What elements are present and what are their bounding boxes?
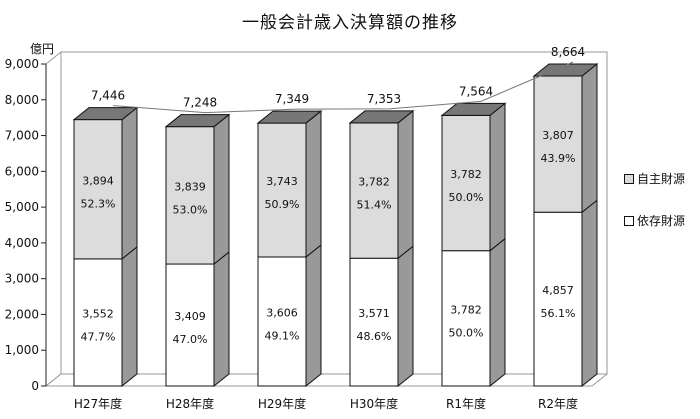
bar-segment bbox=[73, 258, 123, 387]
bar-segment bbox=[349, 122, 399, 259]
y-tick-label: 6,000 bbox=[5, 164, 39, 178]
bar-side bbox=[305, 110, 322, 259]
y-tick-label: 9,000 bbox=[5, 57, 39, 71]
x-tick-label: H28年度 bbox=[166, 396, 214, 411]
bar-side bbox=[213, 250, 230, 388]
bar-percent-label: 47.0% bbox=[173, 333, 208, 346]
bar-percent-label: 52.3% bbox=[81, 197, 116, 210]
bar-segment bbox=[165, 126, 215, 265]
y-tick-label: 0 bbox=[31, 379, 39, 393]
bar-percent-label: 43.9% bbox=[541, 152, 576, 165]
bar-total-label: 7,564 bbox=[459, 84, 493, 98]
bar-side bbox=[213, 113, 230, 266]
bar-total-label: 7,353 bbox=[367, 92, 401, 106]
y-tick-label: 4,000 bbox=[5, 236, 39, 250]
bar-segment bbox=[257, 122, 307, 258]
bar-total-label: 7,446 bbox=[91, 89, 125, 103]
bar-percent-label: 50.9% bbox=[265, 198, 300, 211]
legend-label-own-revenue: 自主財源 bbox=[637, 172, 686, 186]
bar-value-label: 3,743 bbox=[266, 175, 298, 188]
x-tick-label: R1年度 bbox=[446, 396, 486, 411]
bar-total-label: 7,349 bbox=[275, 92, 309, 106]
bar-top bbox=[256, 110, 323, 124]
y-tick-label: 3,000 bbox=[5, 272, 39, 286]
bar-top bbox=[348, 110, 415, 124]
legend-label-dependent-revenue: 依存財源 bbox=[637, 214, 686, 228]
legend-item-dependent-revenue: 依存財源 bbox=[624, 212, 685, 229]
bar-percent-label: 47.7% bbox=[81, 330, 116, 343]
bar-side bbox=[121, 106, 138, 260]
bar-value-label: 3,807 bbox=[542, 129, 574, 142]
bar-percent-label: 50.0% bbox=[449, 191, 484, 204]
y-tick-label: 5,000 bbox=[5, 200, 39, 214]
bar-side bbox=[305, 243, 322, 388]
y-tick-label: 7,000 bbox=[5, 129, 39, 143]
x-tick-label: H27年度 bbox=[74, 396, 122, 411]
bar-value-label: 3,894 bbox=[82, 174, 114, 187]
bar-side bbox=[397, 109, 414, 260]
bar-side bbox=[397, 245, 414, 388]
chart-title: 一般会計歳入決算額の推移 bbox=[242, 13, 458, 33]
bar-top bbox=[164, 114, 231, 128]
bar-value-label: 3,409 bbox=[174, 310, 206, 323]
bar-value-label: 3,782 bbox=[450, 168, 482, 181]
bar-segment bbox=[165, 263, 215, 387]
bar-segment bbox=[441, 114, 491, 252]
total-trend-line bbox=[112, 61, 574, 114]
legend-swatch-own-revenue bbox=[624, 174, 634, 184]
bar-segment bbox=[349, 257, 399, 387]
x-tick-label: H30年度 bbox=[350, 396, 398, 411]
bar-value-label: 3,782 bbox=[358, 176, 390, 189]
bar-side bbox=[489, 237, 506, 388]
legend-swatch-dependent-revenue bbox=[624, 216, 634, 226]
bar-value-label: 4,857 bbox=[542, 284, 574, 297]
y-tick-label: 8,000 bbox=[5, 93, 39, 107]
bar-segment bbox=[533, 211, 583, 387]
bar-top bbox=[440, 102, 507, 116]
bar-segment bbox=[257, 256, 307, 387]
bar-top bbox=[532, 63, 599, 77]
bar-total-label: 7,248 bbox=[183, 96, 217, 110]
bar-value-label: 3,606 bbox=[266, 306, 298, 319]
bar-segment bbox=[533, 75, 583, 213]
legend-item-own-revenue: 自主財源 bbox=[624, 170, 685, 187]
bar-percent-label: 48.6% bbox=[357, 330, 392, 343]
y-tick-label: 2,000 bbox=[5, 307, 39, 321]
y-axis-unit-label: 億円 bbox=[30, 42, 55, 56]
bar-total-label: 8,664 bbox=[551, 45, 585, 59]
bar-percent-label: 50.0% bbox=[449, 326, 484, 339]
bar-percent-label: 49.1% bbox=[265, 329, 300, 342]
bar-percent-label: 56.1% bbox=[541, 307, 576, 320]
bar-segment bbox=[73, 119, 123, 260]
plot-side-wall bbox=[45, 50, 62, 388]
x-tick-label: R2年度 bbox=[538, 396, 578, 411]
bar-value-label: 3,839 bbox=[174, 180, 206, 193]
bar-side bbox=[121, 245, 138, 388]
bar-percent-label: 51.4% bbox=[357, 199, 392, 212]
bar-side bbox=[489, 102, 506, 252]
bar-segment bbox=[441, 250, 491, 387]
bar-side bbox=[581, 62, 598, 214]
bar-percent-label: 53.0% bbox=[173, 203, 208, 216]
bar-value-label: 3,552 bbox=[82, 307, 114, 320]
y-tick-label: 1,000 bbox=[5, 343, 39, 357]
plot-back-wall bbox=[61, 51, 608, 374]
x-tick-label: H29年度 bbox=[258, 396, 306, 411]
bar-value-label: 3,571 bbox=[358, 307, 390, 320]
bar-side bbox=[581, 199, 598, 388]
bar-value-label: 3,782 bbox=[450, 303, 482, 316]
